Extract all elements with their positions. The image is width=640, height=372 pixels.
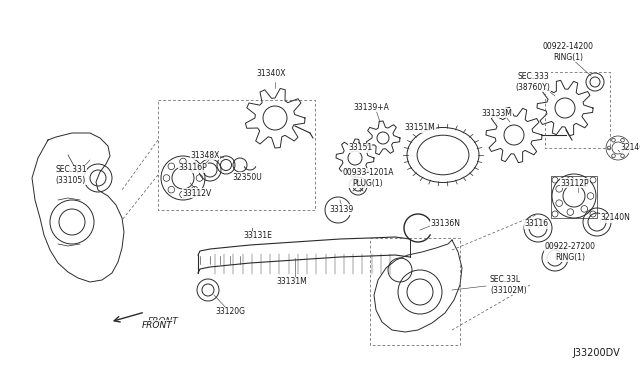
Text: 32350U: 32350U	[232, 173, 262, 182]
Text: J33200DV: J33200DV	[572, 348, 620, 358]
Text: 32140H: 32140H	[620, 144, 640, 153]
Text: FRONT: FRONT	[148, 317, 179, 327]
Text: 33116P: 33116P	[179, 164, 207, 173]
Text: 33136N: 33136N	[430, 219, 460, 228]
Text: 33151: 33151	[348, 144, 372, 153]
Text: 33116: 33116	[524, 219, 548, 228]
Text: FRONT: FRONT	[142, 321, 173, 330]
Text: 00922-14200
RING(1): 00922-14200 RING(1)	[543, 42, 593, 62]
Text: 33133M: 33133M	[481, 109, 513, 118]
Text: 33112P: 33112P	[561, 179, 589, 187]
Text: 33151M: 33151M	[404, 124, 435, 132]
Text: 33139+A: 33139+A	[353, 103, 389, 112]
Text: 31348X: 31348X	[190, 151, 220, 160]
Text: 00933-1201A
PLUG(1): 00933-1201A PLUG(1)	[342, 168, 394, 188]
Text: SEC.331
(33105): SEC.331 (33105)	[55, 165, 86, 185]
Text: SEC.333
(38760Y): SEC.333 (38760Y)	[516, 72, 550, 92]
Text: 33120G: 33120G	[215, 308, 245, 317]
Text: 33139: 33139	[330, 205, 354, 214]
Text: 33131M: 33131M	[276, 278, 307, 286]
Text: 33112V: 33112V	[182, 189, 212, 198]
Text: SEC.33L
(33102M): SEC.33L (33102M)	[490, 275, 527, 295]
Text: 32140N: 32140N	[600, 214, 630, 222]
Text: 00922-27200
RING(1): 00922-27200 RING(1)	[545, 242, 595, 262]
Text: 31340X: 31340X	[256, 70, 285, 78]
Text: 33131E: 33131E	[243, 231, 272, 241]
